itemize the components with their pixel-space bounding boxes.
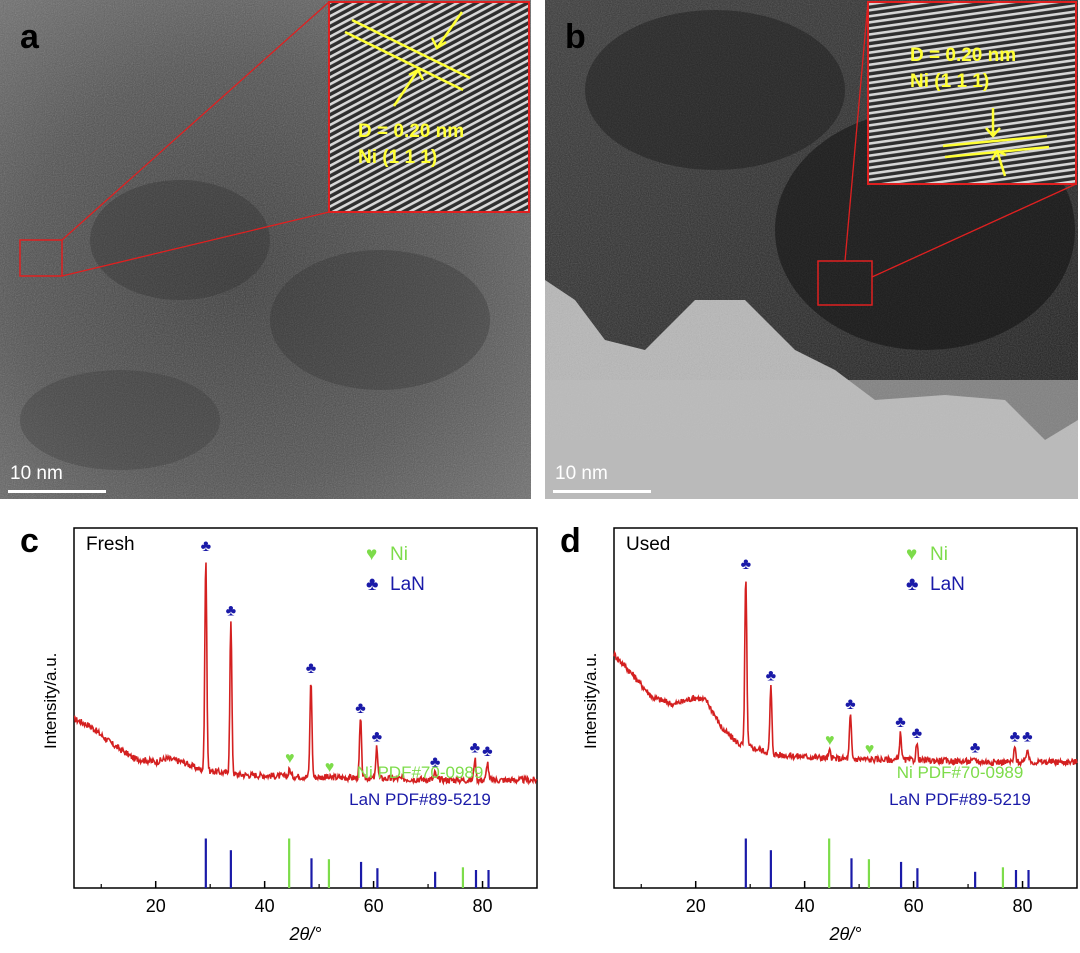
xrd-chart-c: c Fresh ♥ Ni ♣ LaN Intensity/a.u. 20 40 60 80 2θ/° ♣… xyxy=(20,522,538,944)
peak-marker-ni: ♥ xyxy=(825,732,835,749)
x-tick-label: 20 xyxy=(146,896,166,916)
xrd-spectrum-line xyxy=(73,562,538,786)
scale-bar-label-b: 10 nm xyxy=(555,463,608,484)
scale-bar-label-a: 10 nm xyxy=(10,463,63,484)
lan-reference-label: LaN PDF#89-5219 xyxy=(889,790,1031,809)
peak-marker-lan: ♣ xyxy=(970,739,981,756)
x-tick-label: 40 xyxy=(255,896,275,916)
panel-label-a: a xyxy=(20,18,39,56)
tem-image-a xyxy=(0,0,531,499)
plane-label-a: Ni (1 1 1) xyxy=(358,147,438,168)
peak-marker-lan: ♣ xyxy=(1022,729,1033,746)
peak-marker-lan: ♣ xyxy=(845,696,856,713)
peak-marker-ni: ♥ xyxy=(865,741,875,758)
tem-panel-b: b D = 0.20 nm Ni (1 1 1) 10 nm xyxy=(545,0,1078,499)
peak-marker-lan: ♣ xyxy=(766,667,777,684)
tem-panel-a: a D = 0.20 nm Ni (1 1 1) 10 nm xyxy=(0,0,531,499)
selection-box-a xyxy=(19,239,63,277)
peak-marker-lan: ♣ xyxy=(306,660,317,677)
peak-marker-lan: ♣ xyxy=(482,743,493,760)
x-tick-label: 20 xyxy=(686,896,706,916)
ni-reference-label: Ni PDF#70-0989 xyxy=(897,763,1024,782)
peak-marker-lan: ♣ xyxy=(201,538,212,555)
lan-reference-label: LaN PDF#89-5219 xyxy=(349,790,491,809)
peak-marker-lan: ♣ xyxy=(741,556,752,573)
peak-marker-lan: ♣ xyxy=(372,729,383,746)
panel-label-d: d xyxy=(560,522,581,560)
panel-label-b: b xyxy=(565,18,586,56)
plot-frame xyxy=(73,527,538,889)
d-spacing-label-b: D = 0.20 nm xyxy=(910,45,1017,66)
y-axis-label: Intensity/a.u. xyxy=(41,653,60,749)
scale-bar-b xyxy=(553,490,651,493)
xrd-panel-c: c Fresh ♥ Ni ♣ LaN Intensity/a.u. 20 40 60 80 2θ/° ♣… xyxy=(0,510,540,948)
legend-symbol-ni: ♥ xyxy=(366,544,377,565)
peak-marker-lan: ♣ xyxy=(912,725,923,742)
chart-title: Fresh xyxy=(86,534,135,555)
panel-label-c: c xyxy=(20,522,39,560)
chart-title: Used xyxy=(626,534,670,555)
peak-marker-lan: ♣ xyxy=(470,739,481,756)
legend-label-lan: LaN xyxy=(390,574,425,595)
x-tick-label: 60 xyxy=(904,896,924,916)
legend-label-ni: Ni xyxy=(390,544,408,565)
d-spacing-label-a: D = 0.20 nm xyxy=(358,121,465,142)
x-tick-label: 80 xyxy=(1013,896,1033,916)
y-axis-label: Intensity/a.u. xyxy=(581,653,600,749)
peak-marker-ni: ♥ xyxy=(325,759,335,776)
plot-frame xyxy=(613,527,1078,889)
legend-label-lan: LaN xyxy=(930,574,965,595)
legend-symbol-lan: ♣ xyxy=(906,574,918,595)
legend-label-ni: Ni xyxy=(930,544,948,565)
x-tick-label: 60 xyxy=(364,896,384,916)
peak-marker-lan: ♣ xyxy=(226,603,237,620)
xrd-panel-d: d Used ♥ Ni ♣ LaN Intensity/a.u. 20 40 60 80 2θ/° ♣ ♣… xyxy=(540,510,1080,948)
x-axis-label: 2θ/° xyxy=(289,924,322,944)
peak-marker-lan: ♣ xyxy=(430,754,441,771)
ni-reference-label: Ni PDF#70-0989 xyxy=(357,763,484,782)
peak-marker-lan: ♣ xyxy=(1010,729,1021,746)
scale-bar-a xyxy=(8,490,106,493)
peak-marker-ni: ♥ xyxy=(285,750,295,767)
peak-marker-lan: ♣ xyxy=(355,700,366,717)
peak-marker-lan: ♣ xyxy=(895,714,906,731)
plane-label-b: Ni (1 1 1) xyxy=(910,71,990,92)
inset-a xyxy=(328,1,530,213)
xrd-spectrum-line xyxy=(613,581,1078,768)
legend-symbol-ni: ♥ xyxy=(906,544,917,565)
legend-symbol-lan: ♣ xyxy=(366,574,378,595)
x-axis-label: 2θ/° xyxy=(829,924,862,944)
tem-image-b xyxy=(545,0,1078,499)
x-tick-label: 80 xyxy=(473,896,493,916)
x-tick-label: 40 xyxy=(795,896,815,916)
